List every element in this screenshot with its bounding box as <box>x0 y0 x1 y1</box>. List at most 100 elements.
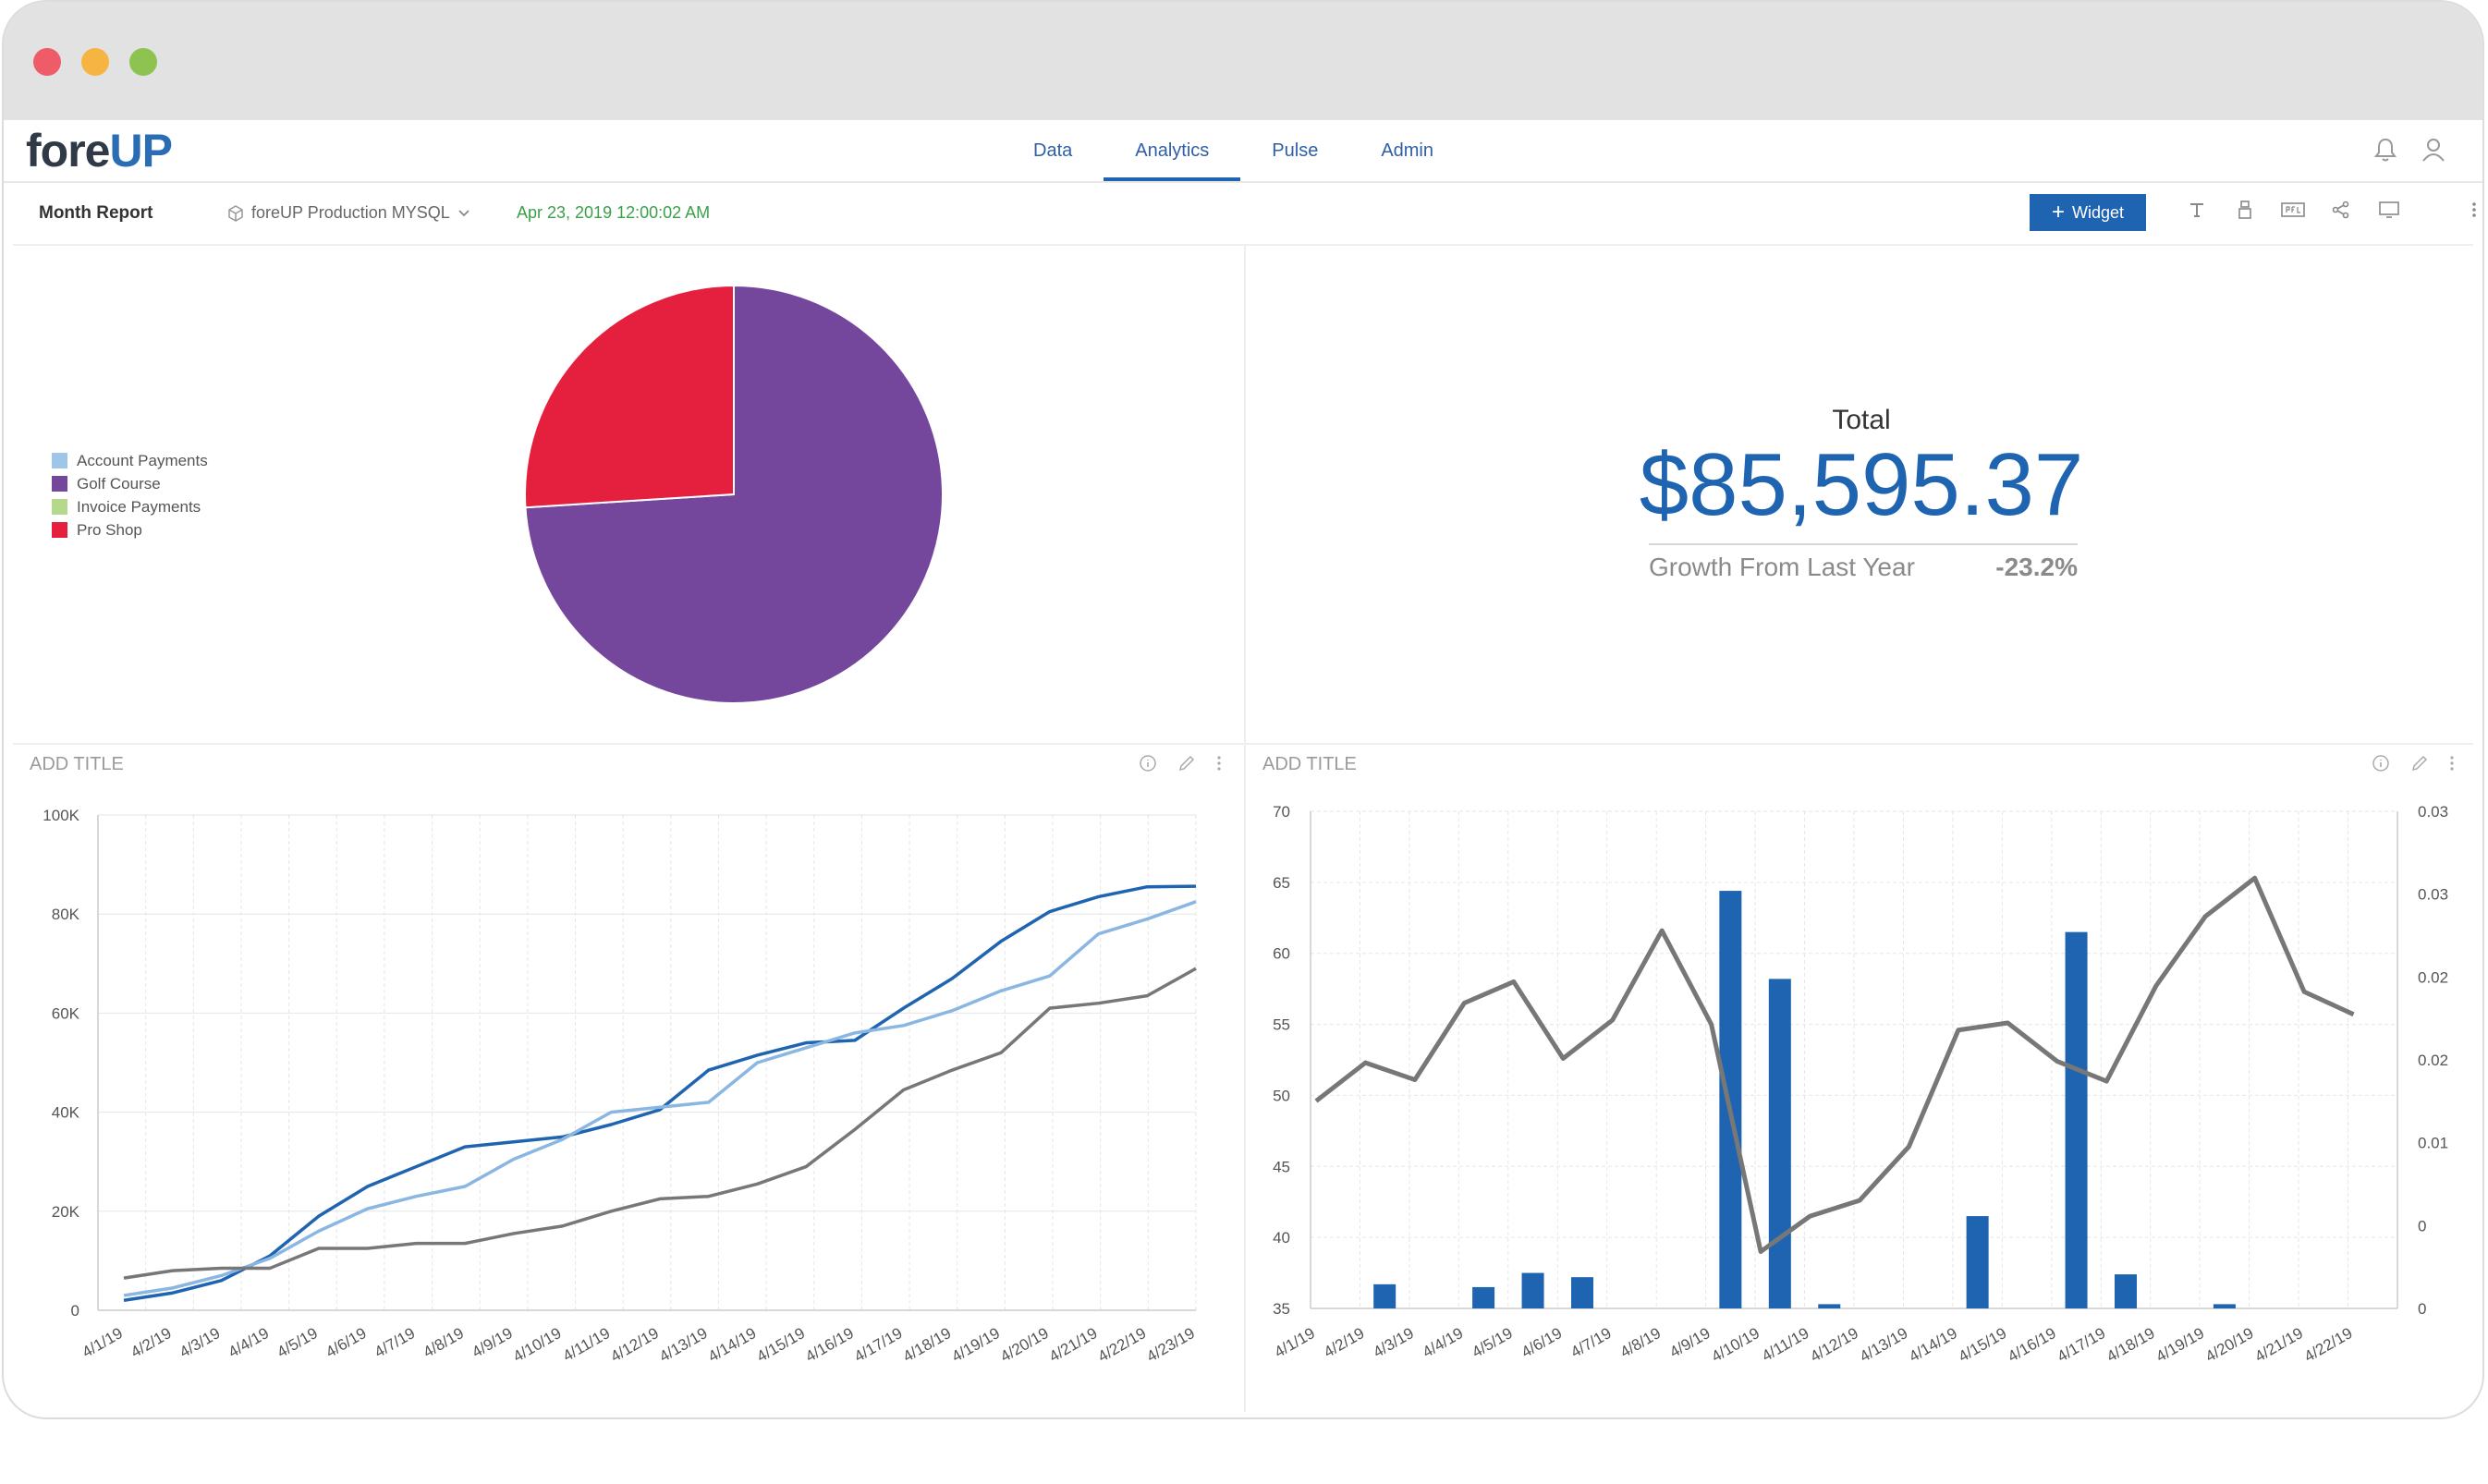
tab-data[interactable]: Data <box>1033 140 1073 161</box>
legend-item[interactable]: Golf Course <box>52 472 208 495</box>
x-tick-label: 4/18/19 <box>900 1324 955 1366</box>
line-panel-title[interactable]: ADD TITLE <box>30 754 124 774</box>
minimize-window-button[interactable] <box>81 48 109 76</box>
x-tick-label: 4/3/19 <box>1370 1324 1416 1361</box>
add-widget-label: Widget <box>2071 202 2125 222</box>
pie-legend: Account Payments Golf Course Invoice Pay… <box>52 449 208 541</box>
line-series-2 <box>123 900 1197 1297</box>
y-tick-label: 40K <box>52 1104 80 1122</box>
y2-tick-label: 0.03 <box>2418 803 2448 821</box>
y2-tick-label: 0.03 <box>2418 886 2448 904</box>
main-nav-tabs: Data Analytics Pulse Admin <box>1002 120 1465 181</box>
present-icon[interactable] <box>2377 198 2401 222</box>
x-tick-label: 4/12/19 <box>607 1324 662 1366</box>
x-tick-label: 4/21/19 <box>2251 1324 2306 1366</box>
legend-label: Account Payments <box>77 451 208 469</box>
y-tick-label: 20K <box>52 1203 80 1221</box>
x-tick-label: 4/4/19 <box>1420 1324 1466 1361</box>
x-tick-label: 4/15/19 <box>754 1324 809 1366</box>
bar <box>2115 1274 2137 1308</box>
y-tick-label: 60 <box>1273 945 1290 963</box>
info-icon[interactable] <box>1139 754 1157 772</box>
toolbar-icons <box>2185 198 2482 222</box>
nav-icons <box>2373 137 2445 163</box>
x-tick-label: 4/4/19 <box>226 1324 272 1361</box>
tab-admin[interactable]: Admin <box>1381 140 1434 161</box>
filter-icon[interactable] <box>2233 198 2257 222</box>
x-tick-label: 4/16/19 <box>802 1324 857 1366</box>
datasource-selector[interactable]: foreUP Production MYSQL <box>227 203 470 223</box>
x-tick-label: 4/10/19 <box>1708 1324 1762 1366</box>
x-tick-label: 4/21/19 <box>1046 1324 1101 1366</box>
foreup-logo[interactable]: fore UP <box>26 120 173 181</box>
x-tick-label: 4/8/19 <box>421 1324 467 1361</box>
logo-text-fore: fore <box>26 125 110 176</box>
kpi-label: Total <box>1832 405 1891 435</box>
info-icon[interactable] <box>2372 754 2390 772</box>
y2-tick-label: 0.02 <box>2418 968 2448 986</box>
panel-more-icon[interactable] <box>1216 754 1222 772</box>
report-title: Month Report <box>39 203 153 223</box>
x-tick-label: 4/7/19 <box>1567 1324 1614 1361</box>
y2-tick-label: 0.02 <box>2418 1052 2448 1069</box>
edit-icon[interactable] <box>1177 754 1196 772</box>
y-tick-label: 45 <box>1273 1158 1290 1175</box>
user-icon[interactable] <box>2421 137 2445 163</box>
bar-panel-title[interactable]: ADD TITLE <box>1262 754 1357 774</box>
y-tick-label: 50 <box>1273 1087 1290 1104</box>
bell-icon[interactable] <box>2373 137 2397 163</box>
x-tick-label: 4/5/19 <box>1469 1324 1515 1361</box>
legend-label: Golf Course <box>77 474 161 493</box>
add-widget-button[interactable]: + Widget <box>2030 194 2146 231</box>
legend-item[interactable]: Account Payments <box>52 449 208 472</box>
y-tick-label: 100K <box>43 807 79 824</box>
line-chart: 0 20K 40K 60K 80K 100K 4/1/19 4/2/19 4/3/19 4/4/1… <box>43 807 1198 1366</box>
edit-icon[interactable] <box>2410 754 2429 772</box>
text-icon[interactable] <box>2185 198 2209 222</box>
x-tick-label: 4/6/19 <box>1518 1324 1565 1361</box>
x-tick-label: 4/13/19 <box>656 1324 711 1366</box>
legend-swatch <box>52 522 67 538</box>
x-tick-label: 4/3/19 <box>177 1324 223 1361</box>
refresh-timestamp: Apr 23, 2019 12:00:02 AM <box>517 203 711 222</box>
tab-pulse[interactable]: Pulse <box>1272 140 1319 161</box>
bar <box>1966 1216 1989 1308</box>
x-tick-label: 4/13/19 <box>1857 1324 1911 1366</box>
x-tick-label: 4/14/19 <box>1906 1324 1960 1366</box>
line-series-3 <box>123 967 1197 1280</box>
bar <box>1719 891 1742 1308</box>
app-window: fore UP Data Analytics Pulse Admin Month … <box>2 0 2484 1419</box>
x-tick-label: 4/19/19 <box>948 1324 1003 1366</box>
share-icon[interactable] <box>2329 198 2353 222</box>
more-vertical-icon[interactable] <box>2462 198 2482 222</box>
datasource-label: foreUP Production MYSQL <box>251 203 450 222</box>
kpi-divider <box>1649 543 2078 545</box>
x-tick-label: 4/1/19 <box>1272 1324 1318 1361</box>
y-tick-label: 55 <box>1273 1016 1290 1034</box>
legend-item[interactable]: Invoice Payments <box>52 495 208 518</box>
legend-swatch <box>52 476 67 492</box>
x-tick-label: 4/11/19 <box>560 1324 614 1365</box>
y2-tick-label: 0 <box>2418 1217 2426 1235</box>
x-tick-label: 4/17/19 <box>2055 1324 2109 1366</box>
x-tick-label: 4/22/19 <box>2301 1324 2356 1366</box>
window-titlebar <box>4 2 2482 120</box>
legend-item[interactable]: Pro Shop <box>52 518 208 541</box>
y-tick-label: 60K <box>52 1004 80 1022</box>
pdf-icon[interactable] <box>2281 198 2305 222</box>
kpi-growth-label: Growth From Last Year <box>1649 553 1915 581</box>
close-window-button[interactable] <box>33 48 61 76</box>
maximize-window-button[interactable] <box>129 48 157 76</box>
bar-panel-icons <box>2372 754 2455 772</box>
panel-more-icon[interactable] <box>2449 754 2455 772</box>
x-tick-label: 4/5/19 <box>274 1324 320 1361</box>
pie-slice-pro-shop <box>524 284 735 509</box>
legend-swatch <box>52 499 67 515</box>
bar <box>1768 979 1791 1308</box>
y-tick-label: 35 <box>1273 1300 1290 1318</box>
x-tick-label: 4/15/19 <box>1956 1324 2010 1366</box>
x-tick-label: 4/23/19 <box>1143 1324 1198 1366</box>
kpi-value: $85,595.37 <box>1639 435 2084 534</box>
tab-analytics[interactable]: Analytics <box>1104 120 1241 181</box>
panel-divider-vertical <box>1244 246 1246 1412</box>
